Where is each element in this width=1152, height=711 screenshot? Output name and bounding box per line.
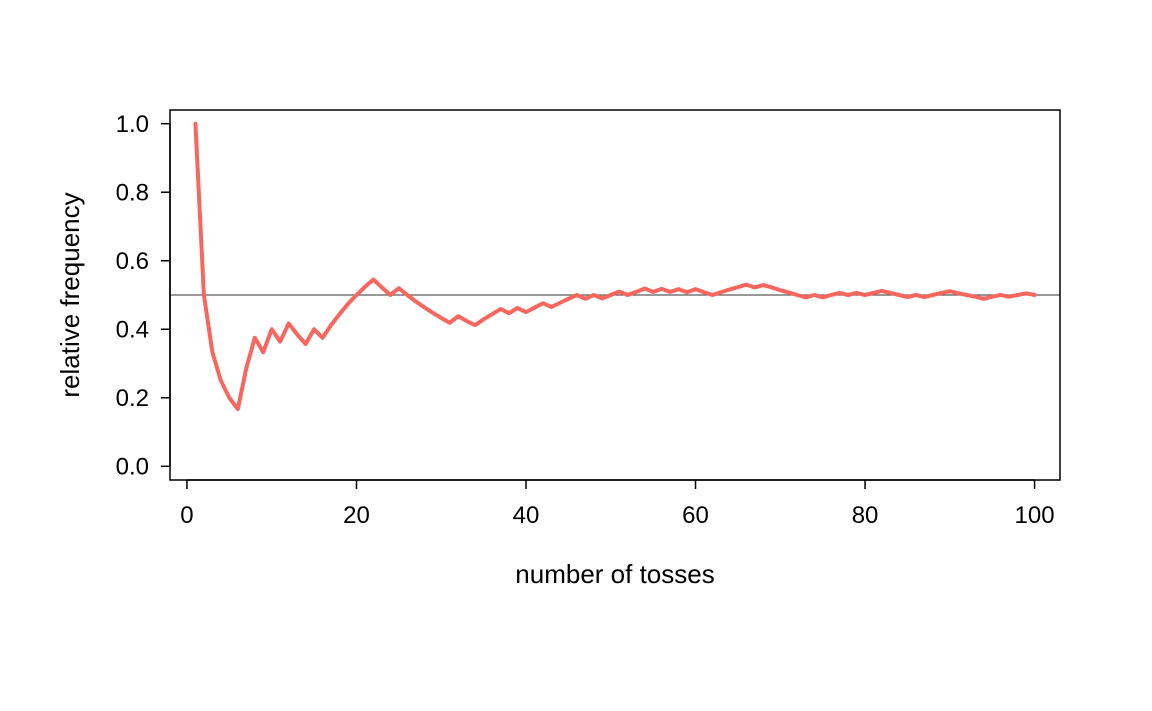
x-tick-label: 60	[682, 502, 709, 529]
y-tick-label: 0.8	[116, 180, 149, 207]
chart-container: 0 20 40 60 80 100 0.0 0.2 0.4 0.6 0.8 1.0 number of …	[0, 0, 1152, 711]
y-tick-label: 0.6	[116, 248, 149, 275]
x-tick-label: 80	[852, 502, 879, 529]
x-tick-label: 40	[513, 502, 540, 529]
x-tick-label: 20	[343, 502, 370, 529]
y-tick-label: 0.2	[116, 385, 149, 412]
x-tick-label: 100	[1015, 502, 1055, 529]
y-tick-label: 1.0	[116, 111, 149, 138]
y-tick-label: 0.4	[116, 317, 149, 344]
y-tick-label: 0.0	[116, 454, 149, 481]
x-tick-label: 0	[180, 502, 193, 529]
line-chart: 0 20 40 60 80 100 0.0 0.2 0.4 0.6 0.8 1.0 number of …	[0, 0, 1152, 711]
y-axis-label: relative frequency	[55, 192, 85, 397]
x-axis-label: number of tosses	[515, 559, 714, 589]
